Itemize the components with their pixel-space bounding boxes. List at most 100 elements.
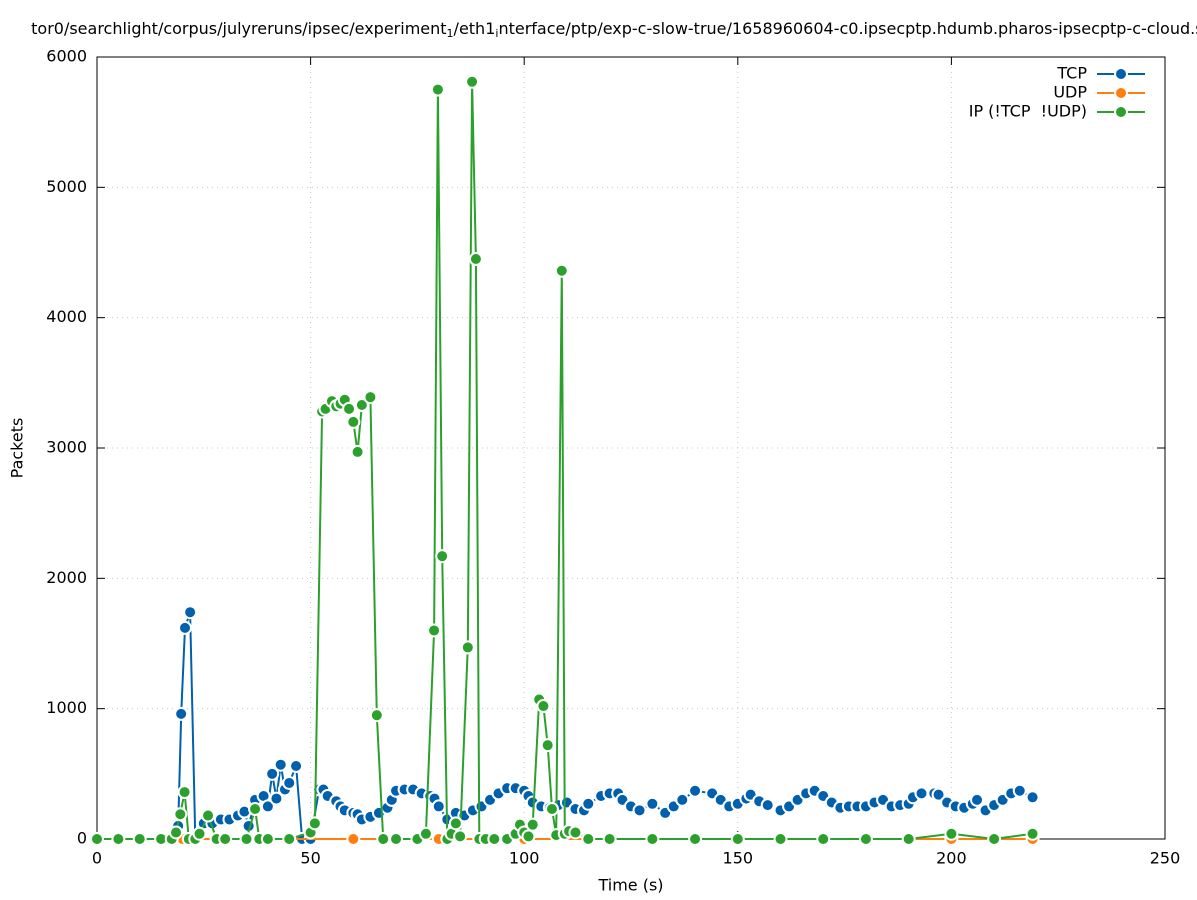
point [435, 549, 450, 564]
y-tick-label: 1000 [46, 698, 87, 717]
point [201, 808, 216, 823]
point [173, 807, 188, 822]
point [418, 826, 433, 841]
point [487, 832, 502, 846]
point [460, 640, 475, 655]
point [448, 816, 463, 831]
title-subscript: i [495, 27, 498, 40]
point [901, 832, 916, 846]
point [521, 829, 536, 844]
point [273, 757, 288, 772]
point [1012, 783, 1027, 798]
legend-marker [1114, 67, 1128, 81]
title-text: /eth1 [454, 19, 496, 38]
point [174, 706, 189, 721]
point [169, 825, 184, 840]
point [427, 623, 442, 638]
point [581, 796, 596, 811]
point [944, 826, 959, 841]
point [645, 796, 660, 811]
point [307, 816, 322, 831]
point [602, 832, 617, 846]
point [177, 785, 192, 800]
title-text: nterface/ptp/exp-c-slow-true/1658960604-… [498, 19, 1197, 38]
point [773, 832, 788, 846]
point [363, 390, 378, 405]
point [282, 775, 297, 790]
point [376, 832, 391, 846]
point [536, 699, 551, 714]
y-tick-label: 5000 [46, 177, 87, 196]
point [183, 605, 198, 620]
point [858, 832, 873, 846]
title-text: tor0/searchlight/corpus/julyreruns/ipsec… [31, 19, 446, 38]
legend-label: UDP [1053, 83, 1087, 102]
point [914, 786, 929, 801]
point [730, 832, 745, 846]
point [111, 832, 126, 846]
x-tick-label: 250 [1150, 849, 1181, 868]
x-tick-label: 200 [936, 849, 967, 868]
point [239, 832, 254, 846]
point [465, 74, 480, 89]
point [544, 802, 559, 817]
point [688, 832, 703, 846]
point [1025, 826, 1040, 841]
point [1025, 790, 1040, 805]
point [192, 826, 207, 841]
point [645, 832, 660, 846]
point [90, 832, 104, 846]
point [675, 792, 690, 807]
point [688, 783, 703, 798]
point [632, 803, 647, 818]
point [931, 787, 946, 802]
x-axis-label: Time (s) [597, 876, 663, 895]
x-tick-label: 50 [300, 849, 320, 868]
point [453, 829, 468, 844]
y-tick-label: 4000 [46, 307, 87, 326]
point [760, 798, 775, 813]
x-tick-label: 0 [92, 849, 102, 868]
x-tick-label: 150 [723, 849, 754, 868]
point [260, 832, 275, 846]
title-subscript: 1 [447, 27, 454, 40]
x-tick-label: 100 [509, 849, 540, 868]
point [260, 799, 275, 814]
y-tick-label: 2000 [46, 568, 87, 587]
point [987, 832, 1002, 846]
y-axis-label: Packets [8, 418, 27, 479]
point [346, 832, 361, 846]
point [248, 802, 263, 817]
point [265, 766, 280, 781]
y-tick-label: 3000 [46, 438, 87, 457]
point [218, 832, 233, 846]
y-tick-label: 6000 [46, 47, 87, 66]
point [525, 817, 540, 832]
point [430, 82, 445, 97]
legend-label: TCP [1056, 64, 1087, 83]
point [269, 791, 284, 806]
point [568, 825, 583, 840]
legend-marker [1114, 86, 1128, 100]
point [554, 263, 569, 278]
legend-label: IP (!TCP !UDP) [969, 102, 1087, 121]
point [350, 444, 365, 459]
point [342, 401, 357, 416]
point [389, 832, 404, 846]
point [816, 832, 831, 846]
point [540, 738, 555, 753]
point [970, 792, 985, 807]
y-tick-label: 0 [77, 829, 87, 848]
legend-marker [1114, 105, 1128, 119]
point [369, 708, 384, 723]
point [581, 832, 596, 846]
point [468, 252, 483, 267]
point [132, 832, 147, 846]
chart-title: tor0/searchlight/corpus/julyreruns/ipsec… [31, 19, 1197, 41]
point [282, 832, 297, 846]
point [289, 759, 304, 774]
point [346, 414, 361, 429]
point [178, 620, 193, 635]
